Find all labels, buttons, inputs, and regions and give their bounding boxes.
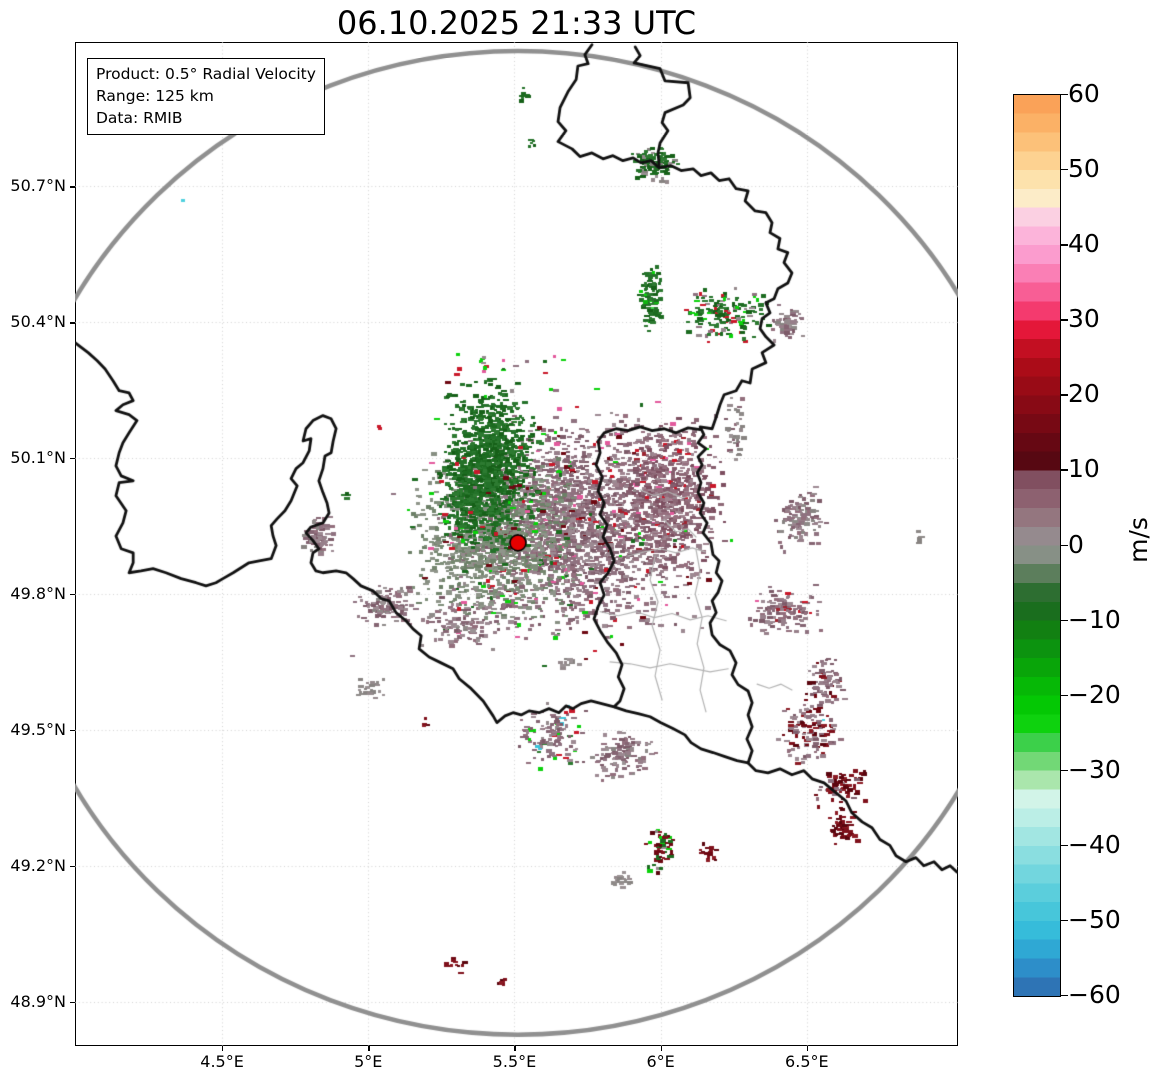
colorbar-tick-label: 0 xyxy=(1068,529,1084,559)
y-tick-mark xyxy=(70,322,75,324)
colorbar-tick-label: −30 xyxy=(1068,754,1121,784)
info-box: Product: 0.5° Radial Velocity Range: 125… xyxy=(87,58,325,135)
colorbar-tick-label: 10 xyxy=(1068,454,1100,484)
x-tick-mark xyxy=(806,1046,809,1051)
x-tick-mark xyxy=(368,1046,370,1051)
colorbar-tick-mark xyxy=(1060,94,1068,96)
colorbar-tick-label: 50 xyxy=(1068,154,1100,184)
colorbar-tick-mark xyxy=(1060,919,1068,922)
x-tick-mark xyxy=(222,1046,224,1051)
colorbar-tick-mark xyxy=(1060,544,1068,546)
y-tick-mark xyxy=(70,865,75,868)
colorbar-tick-mark xyxy=(1060,694,1068,697)
colorbar-tick-mark xyxy=(1060,995,1068,997)
y-tick-mark xyxy=(70,1001,75,1003)
info-data-source: Data: RMIB xyxy=(96,109,183,127)
colorbar-tick-mark xyxy=(1060,169,1068,171)
colorbar-tick-label: 60 xyxy=(1068,79,1100,108)
colorbar-tick-label: −10 xyxy=(1068,604,1121,634)
y-tick-mark xyxy=(70,458,75,460)
y-tick-label: 49.8°N xyxy=(10,584,66,604)
colorbar-tick-mark xyxy=(1060,394,1068,396)
colorbar-tick-label: −60 xyxy=(1068,980,1121,1009)
y-tick-mark xyxy=(70,186,75,188)
x-tick-label: 6.5°E xyxy=(785,1052,829,1071)
colorbar-tick-mark xyxy=(1060,319,1068,321)
map-canvas xyxy=(75,42,958,1046)
colorbar-tick-mark xyxy=(1060,619,1068,621)
colorbar-gradient xyxy=(1013,94,1061,997)
x-tick-label: 5°E xyxy=(354,1052,383,1071)
info-product: Product: 0.5° Radial Velocity xyxy=(96,65,316,83)
y-tick-label: 48.9°N xyxy=(10,991,66,1011)
y-tick-label: 49.2°N xyxy=(10,855,66,875)
y-tick-label: 49.5°N xyxy=(10,719,66,739)
y-tick-mark xyxy=(70,729,75,732)
x-tick-label: 4.5°E xyxy=(200,1052,244,1071)
x-tick-label: 6°E xyxy=(646,1052,675,1071)
colorbar-tick-mark xyxy=(1060,469,1068,471)
y-tick-label: 50.1°N xyxy=(10,448,66,468)
plot-title: 06.10.2025 21:33 UTC xyxy=(336,4,697,42)
colorbar-tick-label: 40 xyxy=(1068,229,1100,259)
colorbar-unit-label: m/s xyxy=(1124,517,1153,563)
colorbar-tick-label: 30 xyxy=(1068,304,1100,334)
y-tick-label: 50.7°N xyxy=(10,176,66,196)
colorbar-tick-mark xyxy=(1060,844,1068,847)
colorbar-tick-label: −20 xyxy=(1068,679,1121,709)
x-tick-mark xyxy=(660,1046,662,1051)
colorbar-tick-label: −50 xyxy=(1068,904,1121,934)
colorbar-tick-label: −40 xyxy=(1068,829,1121,859)
colorbar-tick-mark xyxy=(1060,244,1068,246)
colorbar-tick-label: 20 xyxy=(1068,379,1100,409)
info-range: Range: 125 km xyxy=(96,87,214,105)
x-tick-label: 5.5°E xyxy=(492,1052,537,1071)
x-tick-mark xyxy=(514,1046,516,1051)
colorbar-tick-mark xyxy=(1060,769,1068,772)
y-tick-label: 50.4°N xyxy=(10,312,66,332)
y-tick-mark xyxy=(70,594,75,596)
